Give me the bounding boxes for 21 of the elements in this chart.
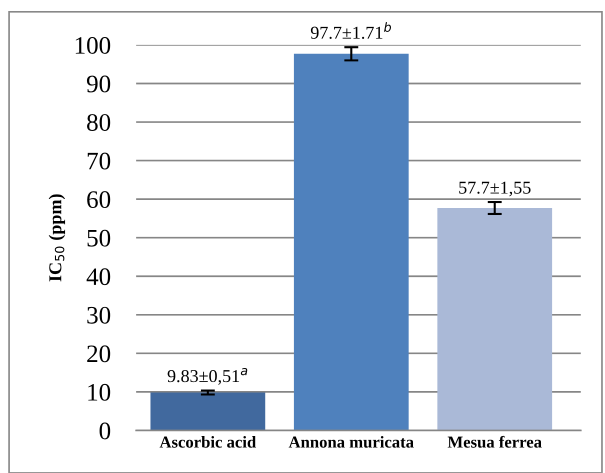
data-label: 97.7±1.71$^{b}$ [310,22,391,39]
bar [294,54,409,430]
data-label: 9.83±0,51$^{a}$ [168,368,248,385]
y-tick-label: 40 [86,268,110,286]
x-tick-label: Mesua ferrea [448,436,542,448]
y-tick-label: 100 [76,36,110,54]
x-tick-label: Ascorbic acid [160,436,256,448]
y-tick-label: 0 [100,422,110,440]
y-tick-label: 90 [86,76,110,92]
bar [150,392,266,430]
y-tick-label: 10 [88,384,110,401]
data-label: 57.7±1,55 [459,182,531,196]
bar [437,208,552,430]
y-tick-label: 80 [87,114,110,131]
y-axis-title: IC$_{50}$ (ppm) [48,194,66,282]
y-tick-label: 30 [87,306,110,324]
y-tick-label: 20 [87,345,110,362]
x-tick-label: Annona muricata [288,436,414,448]
y-tick-label: 50 [88,230,110,247]
y-tick-label: 70 [88,152,110,170]
y-tick-label: 60 [87,191,110,208]
